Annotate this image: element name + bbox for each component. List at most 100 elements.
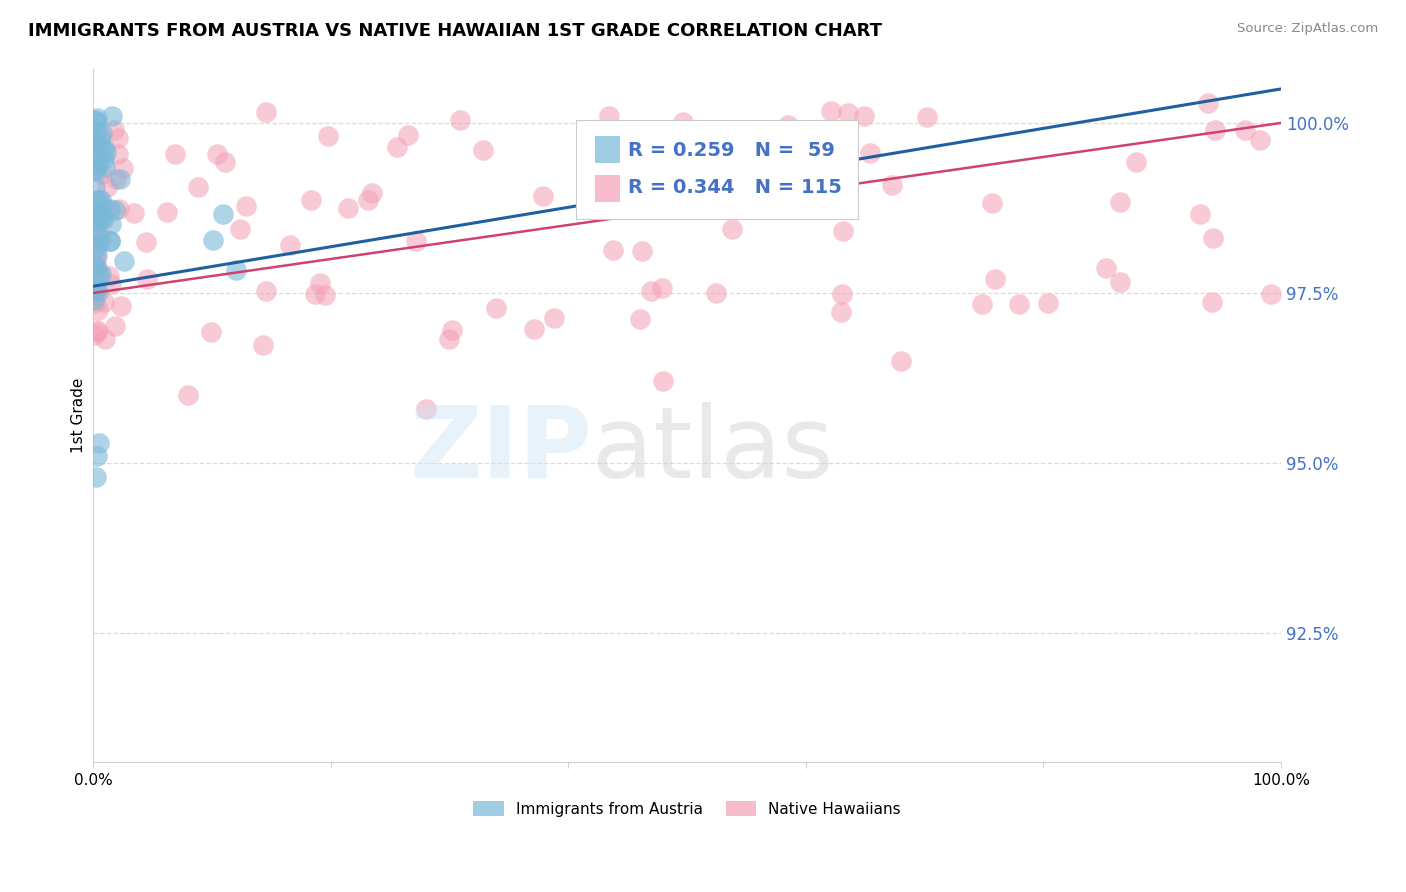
Point <box>103 202 125 217</box>
Point <box>724 122 747 136</box>
Legend: Immigrants from Austria, Native Hawaiians: Immigrants from Austria, Native Hawaiian… <box>465 793 908 824</box>
Point <box>90 231 112 245</box>
Point <box>1125 155 1147 169</box>
Point <box>84 257 107 271</box>
Point <box>1197 95 1219 110</box>
Point <box>1204 123 1226 137</box>
Point <box>83 288 105 302</box>
Point <box>91 211 114 226</box>
Point <box>299 193 322 207</box>
Point <box>485 301 508 316</box>
Point <box>100 217 122 231</box>
Point <box>200 325 222 339</box>
Point <box>721 222 744 236</box>
Point <box>84 250 107 264</box>
Point <box>440 323 463 337</box>
Point <box>449 113 471 128</box>
Point <box>83 204 105 219</box>
Point <box>187 179 209 194</box>
Point <box>316 128 339 143</box>
Point <box>104 172 127 186</box>
Point <box>205 147 228 161</box>
Point <box>91 126 114 140</box>
Point <box>84 194 107 208</box>
Point <box>108 202 131 216</box>
Point <box>87 214 110 228</box>
Point <box>93 212 115 227</box>
Point <box>624 191 647 205</box>
Point <box>811 130 834 145</box>
Point <box>122 206 145 220</box>
Point <box>83 162 105 177</box>
Point <box>94 332 117 346</box>
Point <box>776 119 799 133</box>
Point <box>96 179 118 194</box>
Point <box>107 146 129 161</box>
Point <box>523 321 546 335</box>
Point <box>87 268 110 282</box>
Point <box>983 272 1005 286</box>
Point <box>1201 295 1223 310</box>
Point <box>576 145 599 159</box>
Point <box>543 311 565 326</box>
Point <box>83 180 105 194</box>
Point <box>472 143 495 157</box>
Point <box>852 109 875 123</box>
Point <box>415 401 437 416</box>
Point <box>859 145 882 160</box>
Point <box>628 311 651 326</box>
Point <box>578 183 600 197</box>
Point <box>405 234 427 248</box>
Point <box>94 160 117 174</box>
Point <box>254 284 277 298</box>
Point <box>1095 261 1118 276</box>
Point <box>94 145 117 160</box>
Point <box>91 200 114 214</box>
Point <box>87 235 110 250</box>
Point <box>356 193 378 207</box>
Point <box>652 375 675 389</box>
Y-axis label: 1st Grade: 1st Grade <box>72 378 86 453</box>
Point <box>211 207 233 221</box>
Point <box>337 201 360 215</box>
Point <box>87 152 110 166</box>
Point <box>641 165 664 179</box>
Point <box>1189 207 1212 221</box>
Point <box>93 294 115 309</box>
Point <box>633 173 655 187</box>
Point <box>304 286 326 301</box>
Point <box>84 275 107 289</box>
Point <box>278 238 301 252</box>
Text: ZIP: ZIP <box>409 401 592 499</box>
Point <box>135 235 157 249</box>
Point <box>101 109 124 123</box>
Point <box>309 277 332 291</box>
Point <box>86 248 108 262</box>
Point <box>87 193 110 207</box>
Point <box>254 105 277 120</box>
Point <box>84 295 107 310</box>
Point <box>177 388 200 402</box>
Point <box>87 214 110 228</box>
Point <box>98 234 121 248</box>
Point <box>837 106 859 120</box>
Point <box>93 152 115 166</box>
Point <box>598 109 620 123</box>
Point <box>89 131 111 145</box>
Point <box>86 323 108 337</box>
Point <box>1109 194 1132 209</box>
Point <box>890 354 912 368</box>
Point <box>972 297 994 311</box>
Point <box>86 124 108 138</box>
Point <box>135 272 157 286</box>
Point <box>104 318 127 333</box>
Text: R = 0.259   N =  59: R = 0.259 N = 59 <box>628 141 835 160</box>
Point <box>1234 122 1257 136</box>
Point <box>235 199 257 213</box>
Point <box>111 161 134 175</box>
Point <box>83 328 105 343</box>
Point <box>831 286 853 301</box>
Point <box>86 114 108 128</box>
Point <box>1038 296 1060 310</box>
Point <box>84 283 107 297</box>
